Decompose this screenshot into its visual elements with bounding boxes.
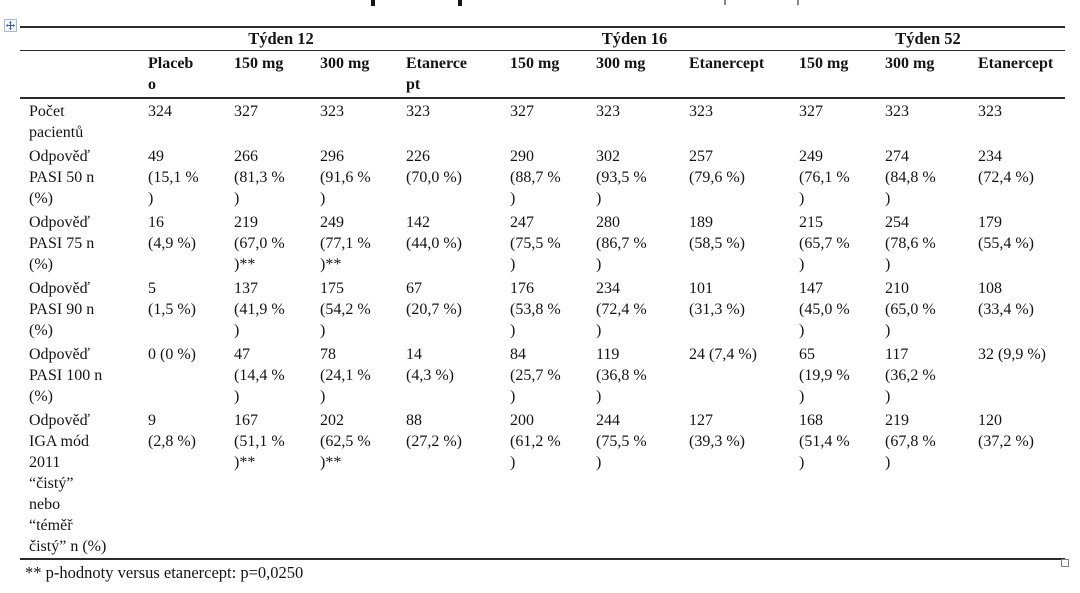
col-header-150mg-w12: 150 mg	[226, 50, 312, 99]
row-label: Odpověď PASI 90 n (%)	[29, 280, 95, 339]
table-row-pasi100: Odpověď PASI 100 n (%) 0 (0 %) 47 (14,4 …	[20, 342, 1065, 408]
table-cell: 226 (70,0 %)	[406, 148, 462, 186]
results-table: Týden 12 Týden 16 Týden 52 Placeb o 150 …	[20, 26, 1065, 560]
table-row-pocet-pacientu: Počet pacientů 324 327 323 323 327 323 3…	[20, 98, 1065, 144]
col-header-etanercept-w16: Etanercept	[681, 50, 791, 99]
table-cell: 323	[320, 103, 344, 120]
table-cell: 323	[978, 103, 1002, 120]
table-cell: 274 (84,8 % )	[885, 148, 936, 207]
corner-cell	[20, 27, 140, 51]
table-cell: 16 (4,9 %)	[148, 214, 196, 252]
table-cell: 219 (67,8 % )	[885, 412, 936, 471]
table-row-pasi75: Odpověď PASI 75 n (%) 16 (4,9 %) 219 (67…	[20, 210, 1065, 276]
table-cell: 327	[799, 103, 823, 120]
table-cell: 327	[234, 103, 258, 120]
row-label-header	[20, 50, 140, 99]
table-cell: 117 (36,2 % )	[885, 346, 936, 405]
row-label: Odpověď PASI 75 n (%)	[29, 214, 95, 273]
table-cell: 0 (0 %)	[148, 346, 196, 363]
week-16-header: Týden 16	[502, 27, 791, 51]
row-label: Počet pacientů	[29, 103, 84, 141]
table-cell: 47 (14,4 % )	[234, 346, 285, 405]
table-cell: 219 (67,0 % )**	[234, 214, 285, 273]
table-cell: 14 (4,3 %)	[406, 346, 454, 384]
table-cell: 168 (51,4 % )	[799, 412, 850, 471]
col-header-150mg-w16: 150 mg	[502, 50, 588, 99]
table-cell: 323	[689, 103, 713, 120]
table-cell: 210 (65,0 % )	[885, 280, 936, 339]
table-cell: 323	[406, 103, 430, 120]
col-header-placebo: Placeb o	[140, 50, 226, 99]
table-row-iga: Odpověď IGA mód 2011 “čistý” nebo “téměř…	[20, 408, 1065, 559]
table-cell: 249 (77,1 % )**	[320, 214, 371, 273]
table-cell: 249 (76,1 % )	[799, 148, 850, 207]
table-cell: 108 (33,4 %)	[978, 280, 1034, 318]
table-cell: 323	[885, 103, 909, 120]
col-header-150mg-w52: 150 mg	[791, 50, 877, 99]
week-52-header: Týden 52	[791, 27, 1065, 51]
week-header-row: Týden 12 Týden 16 Týden 52	[20, 27, 1065, 51]
table-cell: 324	[148, 103, 172, 120]
row-label: Odpověď PASI 50 n (%)	[29, 148, 95, 207]
table-resize-handle[interactable]	[1061, 559, 1069, 567]
table-cell: 127 (39,3 %)	[689, 412, 745, 450]
table-row-pasi50: Odpověď PASI 50 n (%) 49 (15,1 % ) 266 (…	[20, 144, 1065, 210]
table-cell: 24 (7,4 %)	[689, 346, 757, 363]
week-12-header: Týden 12	[140, 27, 502, 51]
table-cell: 302 (93,5 % )	[596, 148, 647, 207]
table-cell: 234 (72,4 %)	[978, 148, 1034, 186]
table-cell: 247 (75,5 % )	[510, 214, 561, 273]
table-cell: 179 (55,4 %)	[978, 214, 1034, 252]
col-header-300mg-w12: 300 mg	[312, 50, 398, 99]
col-header-etanercept-w12: Etanerce pt	[398, 50, 502, 99]
col-header-300mg-w52: 300 mg	[877, 50, 970, 99]
move-cross-icon	[6, 21, 15, 30]
table-cell: 327	[510, 103, 534, 120]
footnote: ** p-hodnoty versus etanercept: p=0,0250	[25, 563, 304, 582]
table-cell: 120 (37,2 %)	[978, 412, 1034, 450]
clipped-title-fragment	[797, 0, 799, 5]
row-label: Odpověď IGA mód 2011 “čistý” nebo “téměř…	[29, 412, 107, 555]
table-cell: 137 (41,9 % )	[234, 280, 285, 339]
table-cell: 200 (61,2 % )	[510, 412, 561, 471]
table-cell: 65 (19,9 % )	[799, 346, 850, 405]
table-cell: 88 (27,2 %)	[406, 412, 462, 450]
table-cell: 101 (31,3 %)	[689, 280, 745, 318]
clipped-title-fragment	[724, 0, 726, 5]
table-cell: 49 (15,1 % )	[148, 148, 199, 207]
table-move-handle[interactable]	[4, 19, 17, 32]
table-cell: 202 (62,5 % )**	[320, 412, 371, 471]
table-cell: 147 (45,0 % )	[799, 280, 850, 339]
table-cell: 176 (53,8 % )	[510, 280, 561, 339]
table-cell: 257 (79,6 %)	[689, 148, 745, 186]
table-cell: 280 (86,7 % )	[596, 214, 647, 273]
table-cell: 175 (54,2 % )	[320, 280, 371, 339]
table-cell: 189 (58,5 %)	[689, 214, 745, 252]
table-cell: 323	[596, 103, 620, 120]
clipped-title-fragment	[458, 0, 462, 6]
table-cell: 234 (72,4 % )	[596, 280, 647, 339]
table-cell: 296 (91,6 % )	[320, 148, 371, 207]
table-cell: 266 (81,3 % )	[234, 148, 285, 207]
row-label: Odpověď PASI 100 n (%)	[29, 346, 103, 405]
table-cell: 142 (44,0 %)	[406, 214, 462, 252]
clipped-title-fragment	[371, 0, 375, 6]
table-cell: 67 (20,7 %)	[406, 280, 462, 318]
table-cell: 167 (51,1 % )**	[234, 412, 285, 471]
table-row-pasi90: Odpověď PASI 90 n (%) 5 (1,5 %) 137 (41,…	[20, 276, 1065, 342]
table-cell: 215 (65,7 % )	[799, 214, 850, 273]
table-cell: 78 (24,1 % )	[320, 346, 371, 405]
column-header-row: Placeb o 150 mg 300 mg Etanerce pt 150 m…	[20, 50, 1065, 99]
table-cell: 32 (9,9 %)	[978, 346, 1046, 363]
table-cell: 84 (25,7 % )	[510, 346, 561, 405]
table-cell: 119 (36,8 % )	[596, 346, 647, 405]
table-cell: 5 (1,5 %)	[148, 280, 196, 318]
table-cell: 244 (75,5 % )	[596, 412, 647, 471]
col-header-300mg-w16: 300 mg	[588, 50, 681, 99]
table-cell: 290 (88,7 % )	[510, 148, 561, 207]
col-header-etanercept-w52: Etanercept	[970, 50, 1065, 99]
table-cell: 254 (78,6 % )	[885, 214, 936, 273]
table-cell: 9 (2,8 %)	[148, 412, 196, 450]
